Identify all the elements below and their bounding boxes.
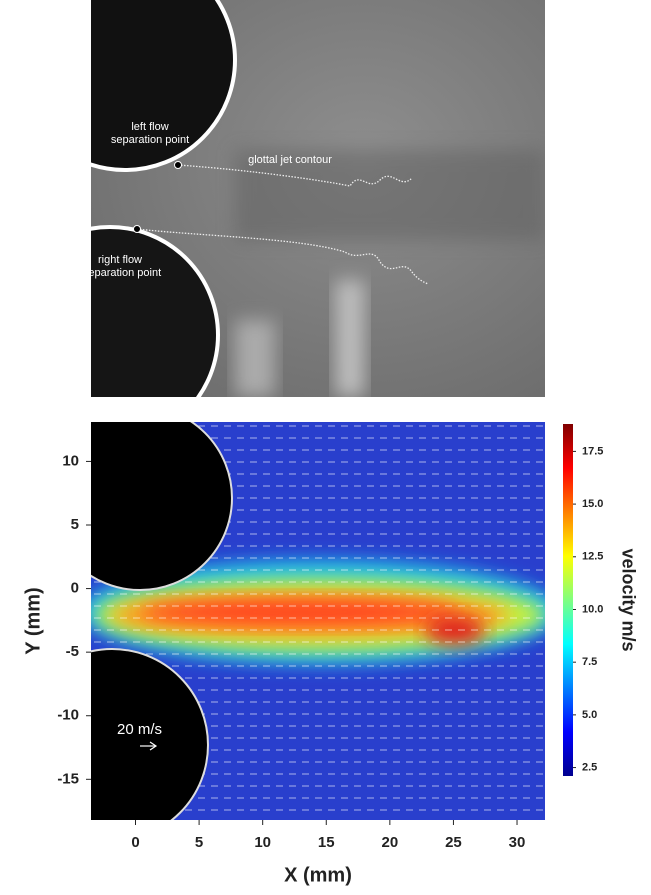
colorbar-tick-label: 12.5 (582, 551, 603, 563)
annotation: separation point (83, 267, 161, 279)
colorbar-tick-label: 7.5 (582, 656, 597, 668)
colorbar-tick-label: 17.5 (582, 445, 603, 457)
annotation: glottal jet contour (248, 154, 332, 166)
x-tick-label: 20 (382, 834, 399, 851)
y-tick-label: -5 (66, 643, 79, 660)
x-tick-label: 0 (131, 834, 139, 851)
colorbar-title: velocity m/s (618, 548, 638, 651)
y-tick-label: 5 (71, 516, 79, 533)
y-tick-label: -10 (57, 707, 79, 724)
velocity-field (91, 422, 545, 820)
x-tick-label: 25 (445, 834, 462, 851)
annotation: right flow (98, 254, 142, 266)
y-tick-label: 0 (71, 580, 79, 597)
x-tick-label: 5 (195, 834, 203, 851)
x-tick-label: 30 (509, 834, 526, 851)
colorbar-tick-label: 10.0 (582, 603, 603, 615)
y-tick-label: -15 (57, 770, 79, 787)
x-tick-label: 15 (318, 834, 335, 851)
colorbar-tick-label: 15.0 (582, 498, 603, 510)
photo (91, 0, 545, 397)
y-axis-title: Y (mm) (22, 587, 44, 654)
y-tick-label: 10 (62, 452, 79, 469)
annotation: left flow (131, 121, 168, 133)
colorbar-tick-label: 5.0 (582, 709, 597, 721)
annotation: 20 m/s (117, 721, 162, 738)
colorbar (563, 424, 573, 776)
annotation: separation point (111, 134, 189, 146)
x-tick-label: 10 (254, 834, 271, 851)
colorbar-tick-label: 2.5 (582, 761, 597, 773)
x-axis-title: X (mm) (284, 864, 352, 886)
